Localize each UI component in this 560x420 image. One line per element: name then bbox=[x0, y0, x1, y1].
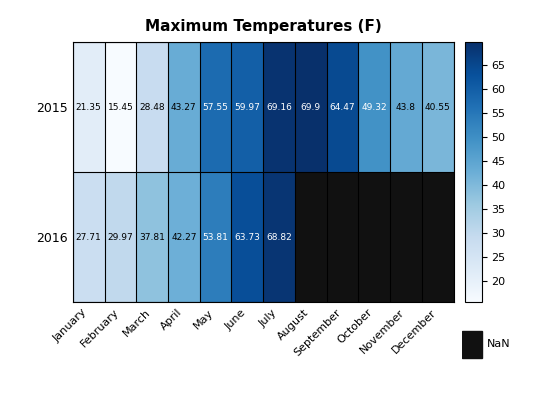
Title: Maximum Temperatures (F): Maximum Temperatures (F) bbox=[145, 19, 381, 34]
Bar bbox=[73, 172, 105, 302]
Bar bbox=[390, 42, 422, 172]
Bar bbox=[73, 42, 105, 172]
Text: 59.97: 59.97 bbox=[235, 102, 260, 112]
Bar bbox=[295, 42, 326, 172]
Bar bbox=[105, 42, 136, 172]
Text: 37.81: 37.81 bbox=[139, 233, 165, 242]
Text: 64.47: 64.47 bbox=[330, 102, 356, 112]
Bar bbox=[295, 172, 326, 302]
Bar bbox=[422, 42, 454, 172]
Text: 69.9: 69.9 bbox=[301, 102, 321, 112]
Text: 42.27: 42.27 bbox=[171, 233, 197, 242]
Text: NaN: NaN bbox=[487, 339, 511, 349]
Text: 21.35: 21.35 bbox=[76, 102, 101, 112]
Text: 29.97: 29.97 bbox=[108, 233, 133, 242]
Bar bbox=[358, 172, 390, 302]
Bar bbox=[136, 172, 168, 302]
Bar bbox=[231, 42, 263, 172]
Bar bbox=[390, 172, 422, 302]
Bar bbox=[168, 42, 200, 172]
Bar bbox=[422, 172, 454, 302]
Text: 63.73: 63.73 bbox=[235, 233, 260, 242]
Text: 57.55: 57.55 bbox=[203, 102, 228, 112]
Bar bbox=[326, 172, 358, 302]
Bar bbox=[358, 42, 390, 172]
Text: 68.82: 68.82 bbox=[266, 233, 292, 242]
Text: 28.48: 28.48 bbox=[139, 102, 165, 112]
Bar bbox=[168, 172, 200, 302]
Text: 43.8: 43.8 bbox=[396, 102, 416, 112]
Bar bbox=[231, 172, 263, 302]
Bar bbox=[263, 42, 295, 172]
Bar bbox=[200, 172, 231, 302]
Text: 40.55: 40.55 bbox=[425, 102, 451, 112]
Bar bbox=[136, 42, 168, 172]
Bar bbox=[326, 42, 358, 172]
Bar bbox=[263, 172, 295, 302]
Text: 15.45: 15.45 bbox=[108, 102, 133, 112]
Text: 49.32: 49.32 bbox=[361, 102, 387, 112]
Bar bbox=[200, 42, 231, 172]
Bar bbox=[462, 331, 482, 358]
Text: 43.27: 43.27 bbox=[171, 102, 197, 112]
Bar bbox=[105, 172, 136, 302]
Text: 53.81: 53.81 bbox=[203, 233, 228, 242]
Text: 69.16: 69.16 bbox=[266, 102, 292, 112]
Text: 27.71: 27.71 bbox=[76, 233, 101, 242]
